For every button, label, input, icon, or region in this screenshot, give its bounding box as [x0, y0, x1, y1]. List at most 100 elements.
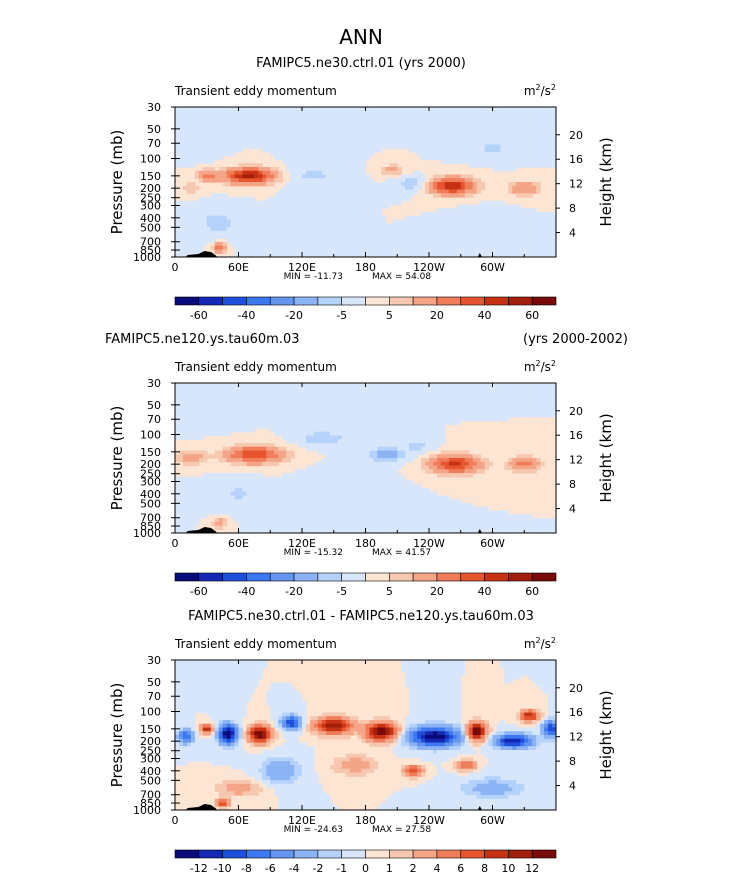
- field-cell: [329, 110, 335, 116]
- field-cell: [222, 227, 228, 232]
- field-cell: [325, 394, 331, 399]
- field-cell: [222, 212, 228, 217]
- field-cell: [377, 200, 382, 206]
- field-cell: [540, 223, 545, 228]
- field-cell: [202, 215, 208, 221]
- field-cell: [258, 458, 263, 463]
- field-cell: [460, 454, 466, 459]
- field-cell: [337, 424, 343, 429]
- field-cell: [520, 219, 525, 224]
- field-cell: [524, 155, 529, 161]
- field-cell: [286, 193, 291, 198]
- field-cell: [393, 443, 398, 448]
- field-cell: [258, 163, 263, 168]
- field-cell: [536, 238, 541, 243]
- field-cell: [444, 219, 450, 224]
- field-cell: [258, 204, 263, 209]
- field-cell: [198, 249, 204, 254]
- field-cell: [175, 227, 180, 232]
- field-cell: [305, 446, 311, 452]
- field-cell: [528, 230, 533, 236]
- field-cell: [548, 390, 553, 395]
- field-cell: [421, 137, 426, 142]
- field-cell: [373, 245, 379, 251]
- field-cell: [500, 107, 506, 112]
- field-cell: [333, 394, 339, 399]
- field-cell: [425, 144, 430, 149]
- field-cell: [317, 230, 323, 236]
- field-cell: [393, 223, 398, 228]
- field-cell: [238, 182, 244, 187]
- field-cell: [274, 454, 279, 459]
- field-cell: [421, 435, 426, 440]
- field-cell: [524, 230, 529, 236]
- field-cell: [436, 443, 442, 448]
- field-cell: [274, 249, 279, 254]
- field-cell: [226, 208, 232, 213]
- field-cell: [353, 163, 359, 168]
- field-cell: [508, 383, 513, 388]
- field-cell: [325, 439, 331, 444]
- field-cell: [298, 163, 303, 168]
- field-cell: [290, 178, 295, 183]
- field-cell: [317, 185, 323, 191]
- field-cell: [401, 182, 406, 187]
- field-cell: [246, 401, 252, 407]
- field-cell: [365, 193, 371, 198]
- field-cell: [349, 443, 355, 448]
- field-cell: [468, 238, 474, 243]
- field-cell: [464, 242, 470, 247]
- field-cell: [175, 200, 180, 206]
- field-cell: [238, 401, 244, 407]
- field-cell: [242, 409, 248, 414]
- field-cell: [520, 189, 525, 194]
- field-cell: [182, 409, 188, 414]
- field-cell: [357, 110, 363, 116]
- field-cell: [401, 110, 406, 116]
- field-cell: [250, 182, 255, 187]
- field-cell: [266, 461, 271, 467]
- field-cell: [524, 122, 529, 127]
- field-cell: [190, 110, 196, 116]
- field-cell: [282, 200, 287, 206]
- field-cell: [278, 129, 283, 134]
- field-cell: [389, 450, 394, 455]
- field-cell: [516, 394, 521, 399]
- field-cell: [218, 178, 224, 183]
- field-cell: [242, 178, 248, 183]
- field-cell: [250, 416, 255, 422]
- field-cell: [290, 185, 295, 191]
- field-cell: [417, 435, 422, 440]
- field-cell: [329, 223, 335, 228]
- field-cell: [536, 114, 541, 119]
- field-cell: [313, 107, 319, 112]
- field-cell: [337, 253, 343, 257]
- field-cell: [476, 454, 482, 459]
- field-cell: [329, 454, 335, 459]
- field-cell: [282, 405, 287, 410]
- field-cell: [520, 110, 525, 116]
- field-cell: [464, 178, 470, 183]
- field-cell: [377, 443, 382, 448]
- field-cell: [210, 454, 216, 459]
- field-cell: [357, 133, 363, 138]
- field-cell: [218, 249, 224, 254]
- field-cell: [329, 435, 335, 440]
- field-cell: [321, 424, 327, 429]
- field-cell: [305, 386, 311, 392]
- field-cell: [294, 424, 299, 429]
- field-cell: [298, 443, 303, 448]
- field-cell: [448, 140, 454, 146]
- field-cell: [202, 219, 208, 224]
- field-cell: [250, 122, 255, 127]
- field-cell: [397, 182, 402, 187]
- field-cell: [210, 133, 216, 138]
- field-cell: [234, 424, 240, 429]
- field-cell: [432, 110, 438, 116]
- field-cell: [329, 125, 335, 131]
- field-cell: [325, 118, 331, 123]
- field-cell: [242, 242, 248, 247]
- field-cell: [218, 409, 224, 414]
- field-cell: [337, 401, 343, 407]
- field-cell: [512, 249, 517, 254]
